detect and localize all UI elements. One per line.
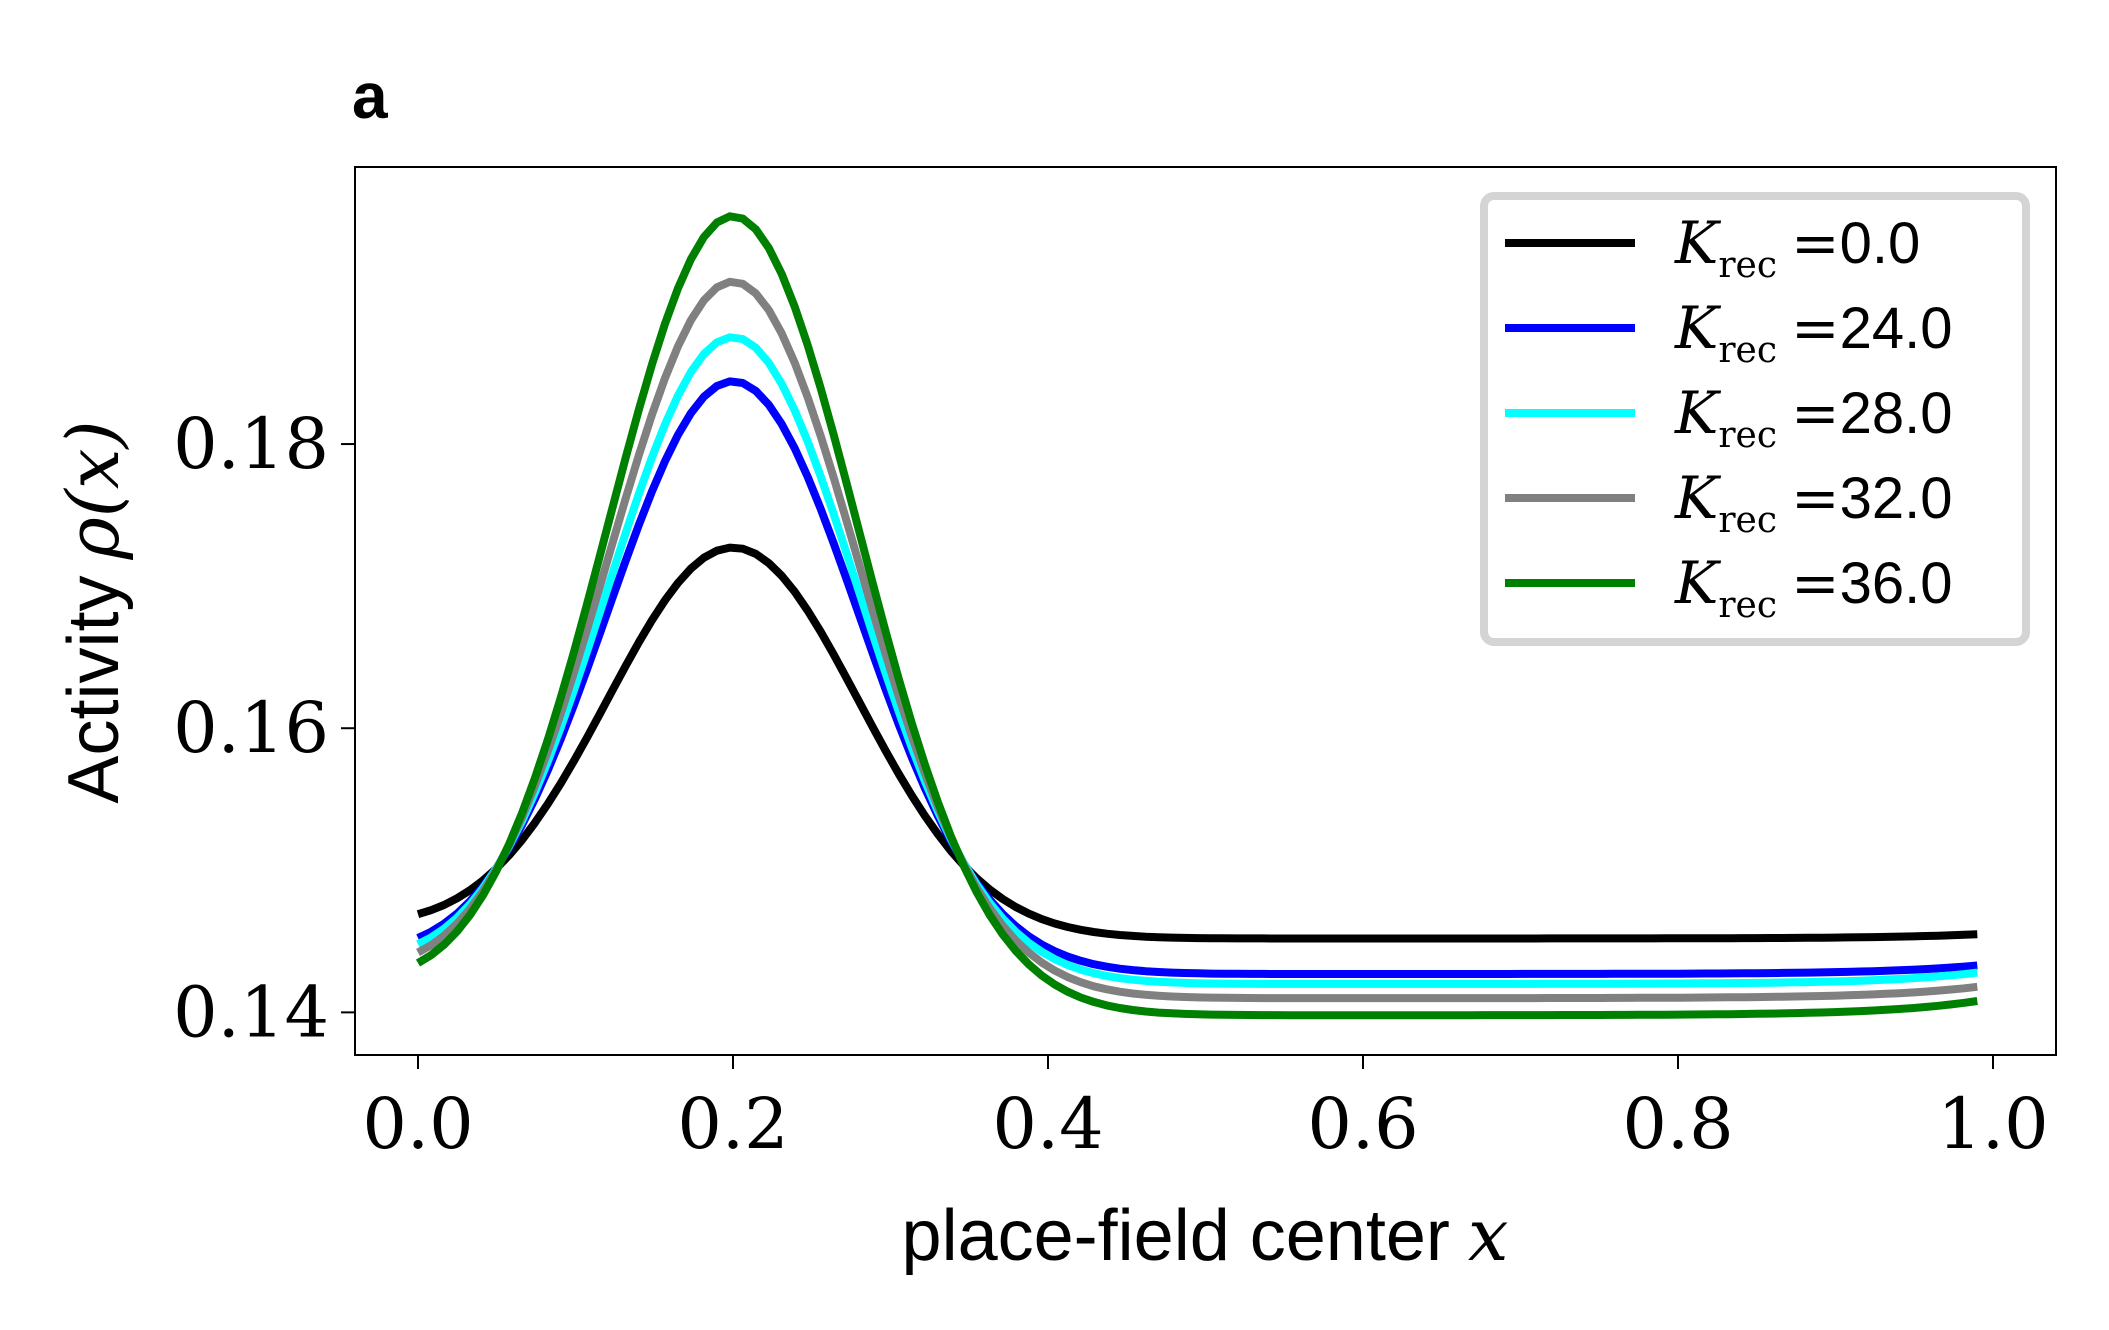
- x-tick-label-3: 0.6: [1307, 1083, 1418, 1165]
- x-tick-label-5: 1.0: [1937, 1083, 2048, 1165]
- series-line-3: [416, 277, 1978, 1003]
- x-tick-label-0: 0.0: [362, 1083, 473, 1165]
- y-tick-label-2: 0.18: [173, 403, 329, 485]
- plot-frame: [354, 166, 2057, 1056]
- series-line-0: [416, 543, 1978, 943]
- legend-label-4: Krec =36.0: [1674, 549, 1953, 626]
- series-line-4: [415, 212, 1978, 1020]
- legend-label-0: Krec =0.0: [1674, 209, 1920, 286]
- legend: Krec =0.0 Krec =24.0 Krec =28.0 Krec =32.0 Krec =…: [1480, 192, 2030, 646]
- legend-label-3: Krec =32.0: [1674, 464, 1953, 541]
- series-line-1: [416, 377, 1978, 978]
- y-tick-label-1: 0.16: [173, 687, 329, 769]
- x-tick-label-4: 0.8: [1622, 1083, 1733, 1165]
- y-axis-label: Activity ρ(x): [51, 420, 135, 803]
- y-axis: 0.14 0.16 0.18: [173, 403, 355, 1053]
- y-axis-label-var: ρ(x): [51, 420, 135, 560]
- x-tick-label-1: 0.2: [677, 1083, 788, 1165]
- panel-label: a: [352, 60, 388, 132]
- x-tick-label-2: 0.4: [992, 1083, 1103, 1165]
- series-layer: [415, 212, 1978, 1020]
- x-axis: 0.0 0.2 0.4 0.6 0.8 1.0: [362, 1055, 2049, 1165]
- y-axis-label-text: Activity: [54, 576, 134, 804]
- legend-box: [1480, 192, 2030, 646]
- x-axis-label: place-field center x: [902, 1193, 1509, 1277]
- y-tick-label-0: 0.14: [173, 971, 329, 1053]
- x-axis-label-var: x: [1468, 1193, 1509, 1277]
- legend-label-1: Krec =24.0: [1674, 294, 1953, 371]
- legend-label-2: Krec =28.0: [1674, 379, 1953, 456]
- series-line-2: [416, 333, 1978, 988]
- x-axis-label-text: place-field center: [902, 1196, 1450, 1276]
- legend-entries: Krec =0.0 Krec =24.0 Krec =28.0 Krec =32.0 Krec =…: [1505, 209, 1953, 626]
